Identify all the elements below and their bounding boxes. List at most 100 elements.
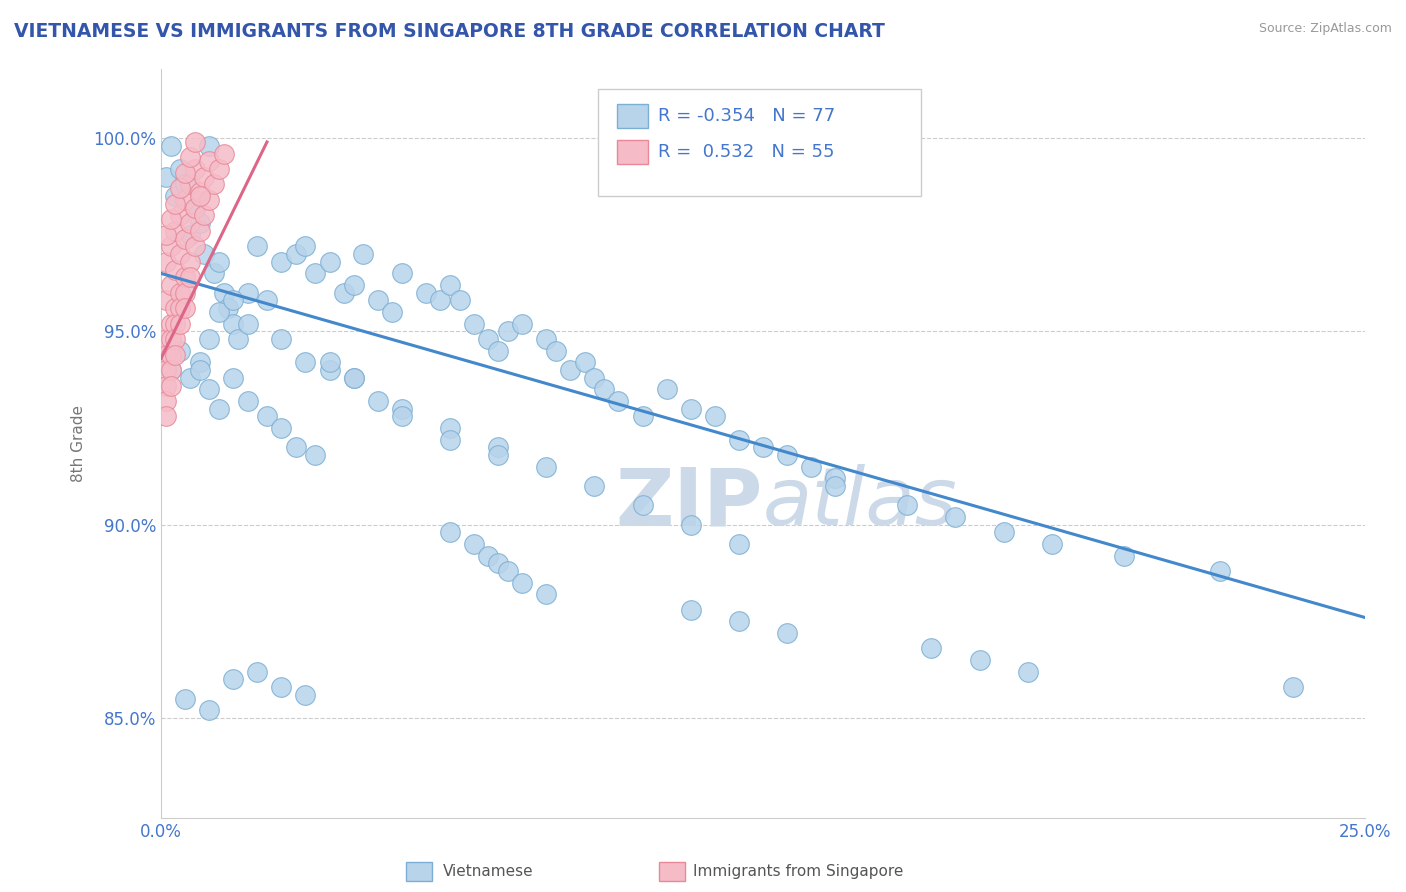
Point <box>193 208 215 222</box>
Point <box>270 255 292 269</box>
Point <box>415 285 437 300</box>
Point <box>179 270 201 285</box>
Point <box>165 348 187 362</box>
Point <box>631 499 654 513</box>
Point <box>304 267 326 281</box>
Point <box>367 394 389 409</box>
Point <box>217 301 239 316</box>
Point <box>159 317 181 331</box>
Point <box>159 278 181 293</box>
Point <box>165 301 187 316</box>
Point <box>583 371 606 385</box>
Point <box>155 332 177 346</box>
Text: Vietnamese: Vietnamese <box>443 864 533 879</box>
Point <box>945 510 967 524</box>
Point <box>174 178 197 192</box>
Point <box>174 691 197 706</box>
Point <box>165 332 187 346</box>
Point <box>463 317 485 331</box>
Point <box>174 270 197 285</box>
Point <box>294 239 316 253</box>
Point <box>236 317 259 331</box>
Point <box>318 363 340 377</box>
Point <box>179 150 201 164</box>
Point <box>496 564 519 578</box>
Point <box>510 575 533 590</box>
Point <box>896 499 918 513</box>
Point <box>824 479 846 493</box>
Point <box>198 332 221 346</box>
Point <box>776 448 799 462</box>
Point <box>202 267 225 281</box>
Point <box>343 371 366 385</box>
Point <box>159 378 181 392</box>
Point <box>391 267 413 281</box>
Point <box>155 394 177 409</box>
Point <box>534 587 557 601</box>
Point <box>367 293 389 308</box>
Point <box>174 193 197 207</box>
Point <box>574 355 596 369</box>
Text: Immigrants from Singapore: Immigrants from Singapore <box>693 864 904 879</box>
Point <box>184 201 207 215</box>
Point <box>159 239 181 253</box>
Point <box>188 363 211 377</box>
Point <box>304 448 326 462</box>
Point <box>169 301 191 316</box>
Point <box>159 348 181 362</box>
Point <box>188 224 211 238</box>
Y-axis label: 8th Grade: 8th Grade <box>72 405 86 482</box>
Point <box>169 181 191 195</box>
Point <box>198 193 221 207</box>
Point <box>727 433 749 447</box>
Point <box>159 138 181 153</box>
Point <box>824 471 846 485</box>
Point <box>222 317 245 331</box>
Point <box>188 355 211 369</box>
Point <box>800 459 823 474</box>
Point <box>776 626 799 640</box>
Text: Source: ZipAtlas.com: Source: ZipAtlas.com <box>1258 22 1392 36</box>
Point <box>165 224 187 238</box>
Point <box>439 433 461 447</box>
Point <box>256 409 278 424</box>
Point <box>727 615 749 629</box>
Point <box>188 185 211 199</box>
Point <box>208 401 231 416</box>
Point <box>969 653 991 667</box>
Point <box>593 383 616 397</box>
Point <box>165 196 187 211</box>
Point <box>159 363 181 377</box>
Point <box>179 255 201 269</box>
Text: R =  0.532   N = 55: R = 0.532 N = 55 <box>658 143 835 161</box>
Point <box>449 293 471 308</box>
Point <box>679 517 702 532</box>
Point <box>655 383 678 397</box>
Point <box>477 332 499 346</box>
Point <box>607 394 630 409</box>
Point <box>333 285 356 300</box>
Point <box>486 448 509 462</box>
Point <box>184 201 207 215</box>
Point <box>174 301 197 316</box>
Point <box>510 317 533 331</box>
Point <box>318 255 340 269</box>
Point <box>486 441 509 455</box>
Point <box>256 293 278 308</box>
Point <box>174 231 197 245</box>
Point <box>631 409 654 424</box>
Point <box>429 293 451 308</box>
Point <box>679 603 702 617</box>
Point <box>703 409 725 424</box>
Point <box>486 343 509 358</box>
Point <box>534 459 557 474</box>
Point <box>208 255 231 269</box>
Text: ZIP: ZIP <box>616 465 763 542</box>
Point <box>284 441 307 455</box>
Point <box>477 549 499 563</box>
Point <box>155 378 177 392</box>
Point <box>155 293 177 308</box>
Point <box>155 363 177 377</box>
Point <box>352 247 374 261</box>
Point <box>188 189 211 203</box>
